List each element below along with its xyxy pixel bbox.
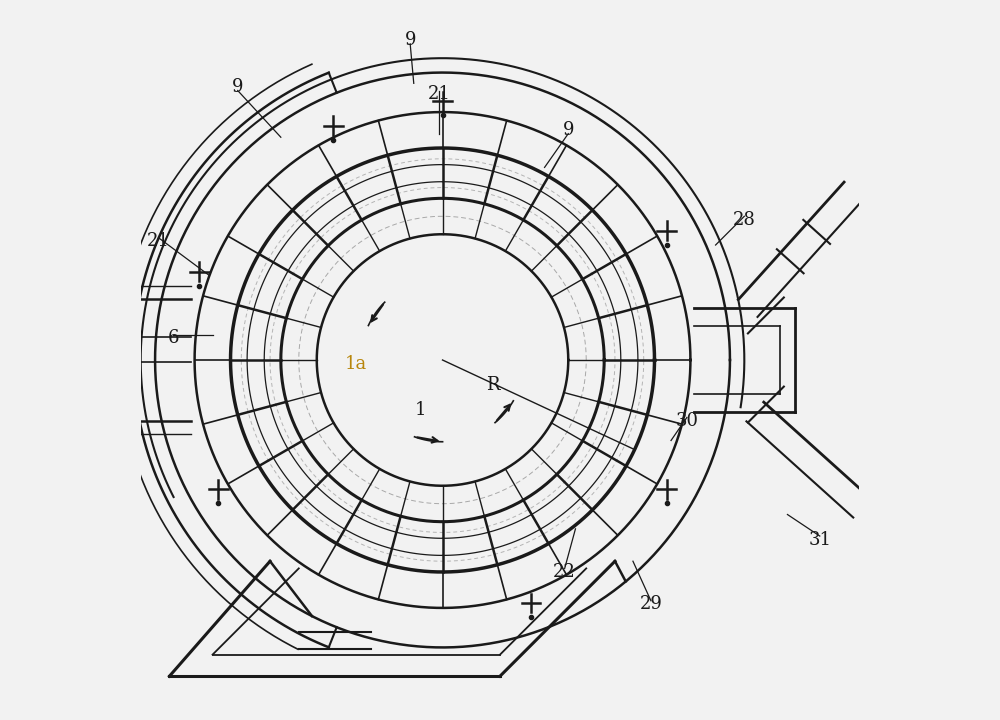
Text: 6: 6	[167, 330, 179, 348]
Text: 30: 30	[675, 412, 698, 430]
Text: 9: 9	[404, 31, 416, 49]
Text: 21: 21	[147, 233, 170, 251]
Text: R: R	[486, 376, 500, 394]
Text: 9: 9	[232, 78, 243, 96]
Text: 28: 28	[733, 211, 756, 229]
Text: 21: 21	[427, 85, 450, 103]
Text: 29: 29	[639, 595, 662, 613]
Text: 1a: 1a	[345, 354, 367, 372]
Text: 22: 22	[553, 563, 576, 581]
Text: 31: 31	[808, 531, 831, 549]
Text: 9: 9	[563, 121, 574, 139]
Text: 1: 1	[415, 401, 427, 419]
